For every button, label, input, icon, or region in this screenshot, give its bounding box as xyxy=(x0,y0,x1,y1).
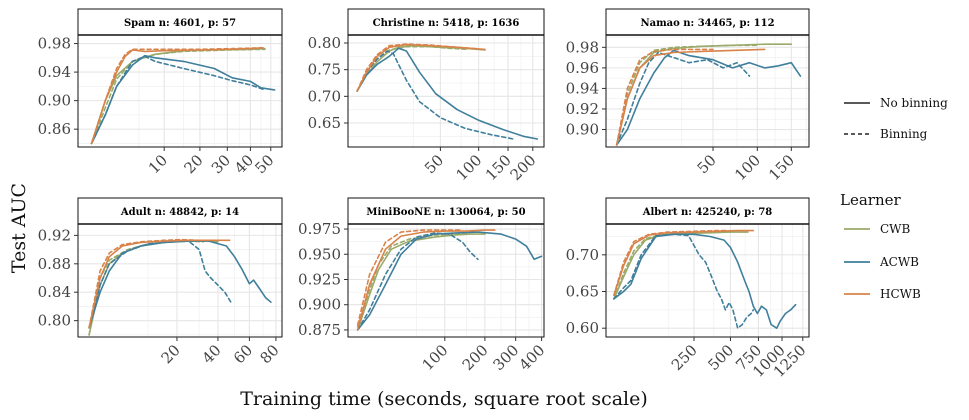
x-tick-label: 250 xyxy=(668,341,701,374)
series-line-hcwb-binning xyxy=(88,238,200,329)
series-line-hcwb-binning xyxy=(613,229,729,296)
y-tick-label: 0.65 xyxy=(566,283,599,301)
y-tick-label: 0.80 xyxy=(38,312,71,330)
strip-label: Albert n: 425240, p: 78 xyxy=(642,207,773,218)
x-tick-label: 200 xyxy=(507,151,540,184)
series-line-acwb-no-binning xyxy=(356,231,543,331)
panel-background xyxy=(348,35,544,147)
legend: No binning Binning Learner CWB ACWB HCWB xyxy=(840,96,948,301)
strip-label: Christine n: 5418, p: 1636 xyxy=(373,18,520,29)
y-tick-label: 0.84 xyxy=(38,283,71,301)
panel-background xyxy=(348,224,544,337)
series-line-acwb-binning xyxy=(90,55,266,145)
series-line-acwb-binning xyxy=(356,232,479,331)
strip-label: Adult n: 48842, p: 14 xyxy=(120,207,239,218)
series-line-acwb-binning xyxy=(613,233,755,329)
panel-6: Albert n: 425240, p: 78 0.60 0.65 0.70 250 50… xyxy=(566,197,810,381)
x-tick-label: 80 xyxy=(257,341,283,367)
series-line-hcwb-no-binning xyxy=(615,48,766,146)
x-axis-title: Training time (seconds, square root scal… xyxy=(240,388,648,410)
y-tick-label: 0.96 xyxy=(566,59,599,77)
y-tick-label: 0.90 xyxy=(38,92,71,110)
legend-label-acwb: ACWB xyxy=(879,255,919,269)
y-tick-label: 0.90 xyxy=(566,121,599,139)
y-tick-label: 0.70 xyxy=(308,87,341,105)
y-tick-label: 0.65 xyxy=(308,114,341,132)
strip-label: Namao n: 34465, p: 112 xyxy=(640,18,774,29)
legend-label-cwb: CWB xyxy=(880,222,911,236)
series-line-hcwb-binning xyxy=(356,229,464,326)
x-tick-label: 400 xyxy=(515,341,548,374)
series-line-acwb-binning xyxy=(615,51,751,146)
series-line-cwb-binning xyxy=(615,44,759,146)
strip-box xyxy=(347,8,545,36)
series-line-hcwb-binning xyxy=(615,48,714,146)
legend-label-no-binning: No binning xyxy=(880,96,948,110)
x-tick-label: 200 xyxy=(459,341,492,374)
y-tick-label: 0.75 xyxy=(308,61,341,79)
x-tick-label: 100 xyxy=(453,151,486,184)
strip-box xyxy=(605,197,810,225)
series-line-acwb-binning xyxy=(356,50,515,140)
y-tick-label: 0.80 xyxy=(308,34,341,52)
y-tick-label: 0.98 xyxy=(38,35,71,53)
strip-box xyxy=(605,8,810,36)
series-line-acwb-no-binning xyxy=(88,240,272,329)
x-tick-label: 20 xyxy=(158,341,184,367)
y-tick-label: 0.94 xyxy=(38,63,71,81)
x-tick-label: 300 xyxy=(490,341,523,374)
panel-background xyxy=(606,224,809,337)
y-tick-label: 0.92 xyxy=(566,100,599,118)
y-tick-label: 0.70 xyxy=(566,246,599,264)
series-line-hcwb-no-binning xyxy=(356,229,496,331)
y-axis-title: Test AUC xyxy=(8,183,30,273)
y-tick-label: 0.86 xyxy=(38,120,71,138)
y-tick-label: 0.975 xyxy=(298,220,341,238)
series-line-cwb-binning xyxy=(356,233,468,328)
y-tick-label: 0.900 xyxy=(298,296,341,314)
panel-3: Namao n: 34465, p: 112 0.90 0.92 0.94 0.96 0.… xyxy=(566,8,810,184)
x-tick-label: 50 xyxy=(694,151,720,177)
y-tick-label: 0.60 xyxy=(566,319,599,337)
x-tick-label: 40 xyxy=(199,341,225,367)
panel-grid: Spam n: 4601, p: 57 0.86 0.90 0.94 0.98 10 20 3… xyxy=(38,8,810,381)
y-tick-label: 0.925 xyxy=(298,270,341,288)
strip-label: Spam n: 4601, p: 57 xyxy=(124,18,236,29)
y-tick-label: 0.94 xyxy=(566,79,599,97)
legend-title-learner: Learner xyxy=(840,191,901,209)
series-line-acwb-binning xyxy=(88,240,233,329)
x-tick-label: 500 xyxy=(704,341,737,374)
series-line-hcwb-binning xyxy=(90,47,264,145)
panel-2: Christine n: 5418, p: 1636 0.65 0.70 0.75 0.… xyxy=(308,8,545,184)
strip-label: MiniBooNE n: 130064, p: 50 xyxy=(366,207,525,218)
x-tick-label: 50 xyxy=(251,151,277,177)
x-tick-label: 150 xyxy=(765,151,798,184)
strip-box xyxy=(77,197,283,225)
y-tick-label: 0.875 xyxy=(298,321,341,339)
legend-label-binning: Binning xyxy=(880,127,928,141)
series-line-hcwb-binning xyxy=(356,43,480,92)
x-tick-label: 60 xyxy=(230,341,256,367)
y-tick-label: 0.98 xyxy=(566,38,599,56)
x-tick-label: 10 xyxy=(145,151,171,177)
panel-4: Adult n: 48842, p: 14 0.80 0.84 0.88 0.92 20 4… xyxy=(38,197,283,367)
panel-5: MiniBooNE n: 130064, p: 50 0.875 0.900 0.92… xyxy=(298,197,548,374)
x-tick-label: 20 xyxy=(181,151,207,177)
strip-box xyxy=(347,197,545,225)
x-tick-label: 100 xyxy=(419,341,452,374)
x-tick-label: 100 xyxy=(731,151,764,184)
series-line-acwb-no-binning xyxy=(613,233,797,329)
series-line-acwb-no-binning xyxy=(356,47,539,140)
y-tick-label: 0.88 xyxy=(38,255,71,273)
x-tick-label: 50 xyxy=(421,151,447,177)
y-tick-label: 0.92 xyxy=(38,226,71,244)
legend-label-hcwb: HCWB xyxy=(880,287,921,301)
series-line-acwb-no-binning xyxy=(615,49,802,146)
y-tick-label: 0.950 xyxy=(298,245,341,263)
